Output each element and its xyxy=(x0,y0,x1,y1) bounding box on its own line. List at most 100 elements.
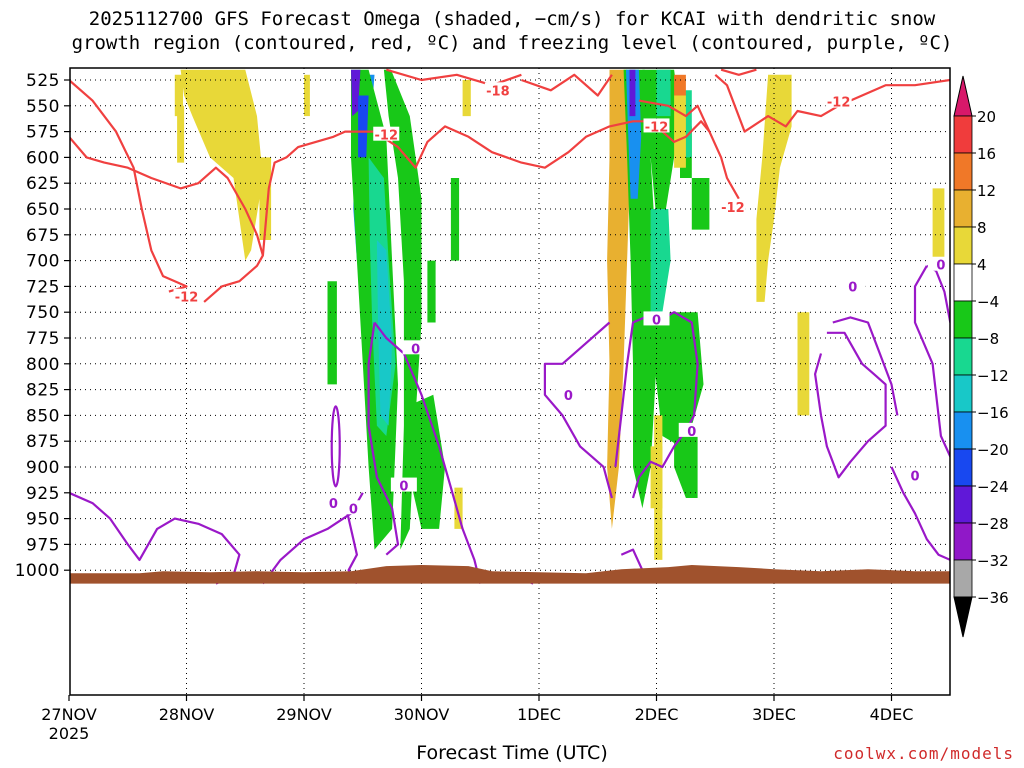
x-tick-label: 2DEC xyxy=(635,705,679,724)
colorbar-segment xyxy=(953,448,973,487)
colorbar-label: 12 xyxy=(977,182,996,200)
x-tick-label: 3DEC xyxy=(752,705,796,724)
colorbar: 20 16 12 8 4 −4 −8 −12 −16 −20 −24 −28 −32 −36 xyxy=(953,75,1009,638)
freezing-label-bg xyxy=(390,477,417,492)
x-tick-label: 28NOV xyxy=(159,705,215,724)
colorbar-label: −4 xyxy=(977,293,999,311)
dgz-contour xyxy=(714,73,950,133)
y-tick-label: 600 xyxy=(26,148,60,168)
freezing-label-bg xyxy=(678,422,705,437)
dgz-label-bg xyxy=(484,82,511,97)
freezing-label-bg xyxy=(555,386,582,401)
freezing-contour xyxy=(614,311,699,499)
dgz-contour xyxy=(385,68,522,87)
chart-title-line-2: growth region (contoured, red, ºC) and f… xyxy=(71,32,953,54)
colorbar-segment xyxy=(953,226,973,265)
dgz-label-bg xyxy=(373,126,400,141)
colorbar-label: −24 xyxy=(977,478,1009,496)
omega-region xyxy=(259,157,272,240)
freezing-label: 0 xyxy=(411,342,420,357)
freezing-label: 0 xyxy=(652,313,661,328)
freezing-label-bg xyxy=(643,311,670,326)
omega-region xyxy=(797,312,810,416)
y-tick-label: 625 xyxy=(26,174,60,194)
y-tick-label: 550 xyxy=(26,97,60,117)
y-tick-label: 1000 xyxy=(15,561,60,581)
freezing-label-bg xyxy=(402,340,429,355)
dgz-label-bg xyxy=(173,288,200,303)
colorbar-segment xyxy=(953,263,973,302)
terrain xyxy=(70,565,950,584)
dgz-label: -12 xyxy=(645,120,669,135)
freezing-label-bg xyxy=(902,467,928,482)
omega-region xyxy=(691,178,710,230)
y-tick-label: 525 xyxy=(26,71,60,91)
colorbar-label: −36 xyxy=(977,589,1009,607)
freezing-contour xyxy=(330,405,341,488)
y-tick-label: 775 xyxy=(26,329,60,349)
y-tick-label: 925 xyxy=(26,484,60,504)
freezing-label-bg xyxy=(927,256,950,271)
colorbar-label: −8 xyxy=(977,330,999,348)
terrain-fill xyxy=(70,565,950,584)
freezing-label: 0 xyxy=(399,480,408,495)
freezing-contour xyxy=(890,466,950,561)
dgz-label-bg xyxy=(643,118,670,133)
colorbar-segment xyxy=(953,115,973,154)
x-tick-label: 27NOV xyxy=(41,705,97,724)
freezing-label: 0 xyxy=(329,497,338,512)
dgz-label: -12 xyxy=(721,201,745,216)
y-tick-label: 825 xyxy=(26,381,60,401)
y-tick-label: 575 xyxy=(26,123,60,143)
freezing-contour xyxy=(70,492,241,585)
y-tick-label: 975 xyxy=(26,535,60,555)
colorbar-segment xyxy=(953,189,973,228)
colorbar-label: −12 xyxy=(977,367,1009,385)
y-tick-label: 950 xyxy=(26,510,60,530)
freezing-label-bg xyxy=(839,278,866,293)
dgz-label: -12 xyxy=(175,291,199,306)
colorbar-segment xyxy=(953,411,973,450)
y-tick-label: 750 xyxy=(26,303,60,323)
y-tick-label: 875 xyxy=(26,432,60,452)
x-tick-label: 30NOV xyxy=(394,705,450,724)
dgz-contour xyxy=(261,120,740,256)
colorbar-label: −16 xyxy=(977,404,1009,422)
colorbar-label: −32 xyxy=(977,552,1009,570)
omega-region xyxy=(177,105,185,163)
freezing-contour xyxy=(832,316,899,416)
y-tick-label: 725 xyxy=(26,277,60,297)
freezing-label: 0 xyxy=(848,280,857,295)
x-tick-label: 4DEC xyxy=(870,705,914,724)
omega-region xyxy=(674,74,686,96)
colorbar-segment xyxy=(953,485,973,524)
freezing-contour xyxy=(543,321,613,499)
omega-region xyxy=(650,446,663,509)
colorbar-segment xyxy=(953,300,973,339)
x-tick-year: 2025 xyxy=(49,724,90,743)
colorbar-segment xyxy=(953,374,973,413)
freezing-label-bg xyxy=(320,495,347,510)
dgz-contour xyxy=(521,73,613,97)
x-tick-label: 1DEC xyxy=(517,705,561,724)
omega-region xyxy=(932,188,945,261)
dgz-contour xyxy=(720,68,757,76)
omega-region xyxy=(607,69,631,529)
freezing-label: 0 xyxy=(349,502,358,517)
y-tick-label: 700 xyxy=(26,252,60,272)
grid-lines xyxy=(70,68,950,695)
dgz-contour xyxy=(638,99,711,133)
dgz-contour xyxy=(70,136,264,303)
colorbar-label: 4 xyxy=(977,256,987,274)
dgz-label: -12 xyxy=(827,96,851,111)
omega-region xyxy=(409,394,445,529)
y-tick-label: 850 xyxy=(26,406,60,426)
dgz-label-bg xyxy=(825,93,852,108)
freezing-contour xyxy=(367,322,400,556)
colorbar-segment xyxy=(953,522,973,561)
omega-region xyxy=(180,69,263,261)
freezing-contour xyxy=(813,331,887,479)
dgz-label: -18 xyxy=(486,84,510,99)
